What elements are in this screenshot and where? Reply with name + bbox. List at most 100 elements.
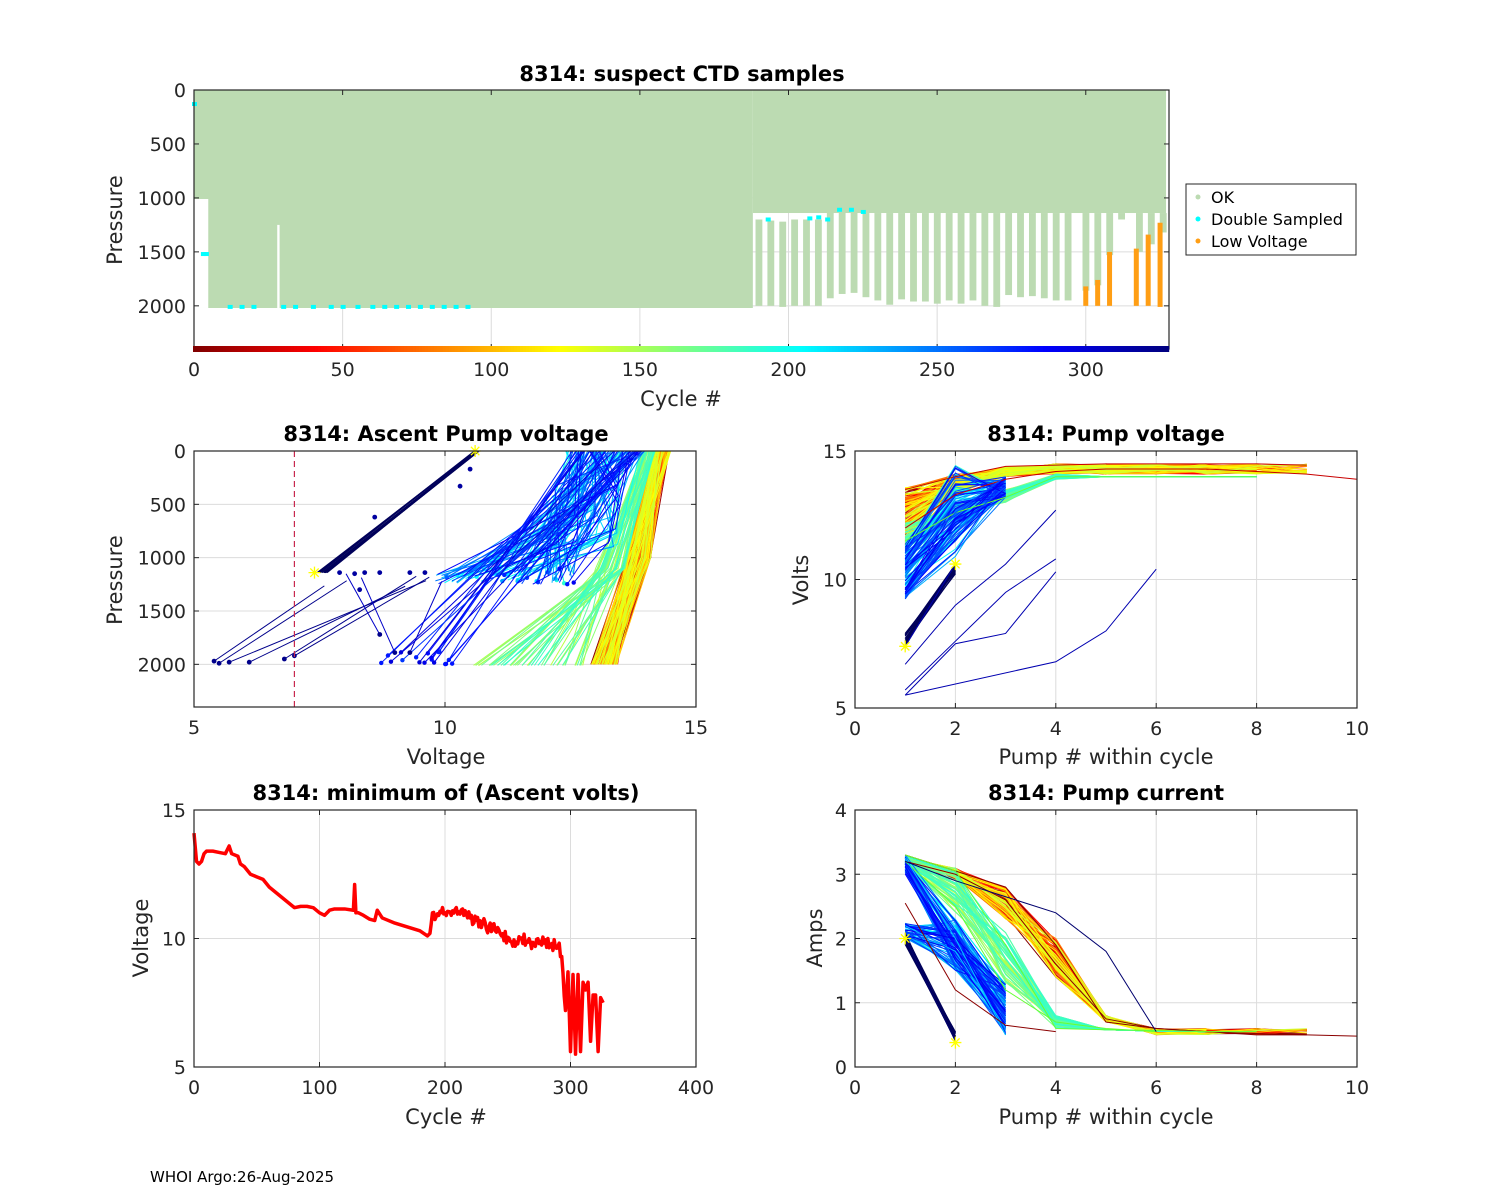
cycle-color-key-cell [1016, 346, 1021, 352]
cycle-color-key-cell [430, 346, 435, 352]
cycle-color-key-cell [436, 346, 441, 352]
cycle-color-key-cell [1108, 346, 1113, 352]
ascent-profile-line [284, 575, 417, 660]
cycle-color-key-cell [392, 346, 397, 352]
cycle-color-key-cell [838, 346, 843, 352]
cycle-color-key-cell [796, 346, 801, 352]
cycle-color-key-cell [930, 346, 935, 352]
x-tick-label: 10 [433, 717, 457, 739]
cycle-color-key-cell [885, 346, 890, 352]
cycle-color-key-cell [888, 346, 893, 352]
ok-deep-profile [850, 211, 858, 293]
cycle-color-key-cell [463, 346, 468, 352]
cycle-color-key-cell [772, 346, 777, 352]
cycle-color-key-cell [362, 346, 367, 352]
pump-voltage-series [904, 509, 1057, 665]
cycle-color-key-cell [811, 346, 816, 352]
cycle-color-key-cell [350, 346, 355, 352]
ascent-profile-line [325, 451, 476, 574]
cycle-color-key-cell [564, 346, 569, 352]
cycle-color-key-cell [249, 346, 254, 352]
cycle-color-key-cell [766, 346, 771, 352]
cycle-color-key-cell [1132, 346, 1137, 352]
cycle-color-key-cell [912, 346, 917, 352]
suspect-ctd-panel: 8314: suspect CTD samples Cycle # Pressu… [103, 62, 1357, 411]
ascent-profile-line [528, 451, 643, 666]
cycle-color-key-cell [231, 346, 236, 352]
x-tick-label: 0 [849, 1077, 861, 1099]
data-gap [277, 224, 280, 308]
cycle-color-key-cell [1141, 346, 1146, 352]
low-voltage-segment [1133, 248, 1139, 306]
x-tick-label: 2 [949, 1077, 961, 1099]
low-voltage-segment [1157, 222, 1163, 307]
y-tick-label: 0 [174, 80, 186, 102]
ascent-sample-point [246, 659, 252, 665]
low-voltage-segment [1095, 279, 1101, 306]
cycle-color-key-cell [754, 346, 759, 352]
cycle-color-key-cell [832, 346, 837, 352]
cycle-color-key-cell [552, 346, 557, 352]
cycle-color-key-cell [558, 346, 563, 352]
cycle-color-key-cell [407, 346, 412, 352]
ascent-profile-line [345, 573, 381, 635]
cycle-color-key-cell [823, 346, 828, 352]
pump-current-line [904, 873, 1006, 1011]
cycle-color-key-cell [671, 346, 676, 352]
cycle-color-key-cell [466, 346, 471, 352]
cycle-color-key-cell [332, 346, 337, 352]
y-tick-label: 15 [162, 800, 186, 822]
cycle-color-key-cell [924, 346, 929, 352]
pump-voltage-line [904, 493, 1006, 590]
cycle-color-key-cell [974, 346, 979, 352]
pump-current-xlabel: Pump # within cycle [999, 1105, 1214, 1129]
cycle-color-key-cell [1072, 346, 1078, 352]
double-sampled-point [417, 304, 423, 309]
ascent-profile-line [433, 451, 595, 663]
cycle-color-key-cell [421, 346, 427, 352]
pump-current-line [904, 872, 1006, 994]
y-tick-label: 15 [823, 441, 847, 463]
cycle-color-key-cell [945, 346, 950, 352]
cycle-color-key-cell [858, 346, 864, 352]
cycle-color-key-cell [936, 346, 941, 352]
ascent-sample-point [457, 483, 463, 489]
ascent-sample-point [565, 582, 570, 587]
cycle-color-key-cell [243, 346, 248, 352]
cycle-color-key-cell [632, 346, 638, 352]
cycle-color-key-cell [1144, 346, 1149, 352]
cycle-color-key-cell [876, 346, 881, 352]
pump-voltage-line [904, 496, 1006, 582]
cycle-color-key-cell [802, 346, 807, 352]
cycle-color-key-cell [1081, 346, 1086, 352]
ok-deep-profile [1136, 213, 1143, 252]
ok-deep-profile [981, 213, 989, 306]
cycle-color-key-cell [276, 346, 281, 352]
ascent-profile-line [424, 451, 631, 664]
x-tick-label: 50 [331, 359, 355, 381]
ascent-profile-line [513, 451, 648, 666]
pump-voltage-series [904, 558, 1057, 691]
double-sampled-point [251, 304, 257, 309]
ascent-sample-point [377, 632, 383, 637]
cycle-color-key-cell [246, 346, 251, 352]
cycle-color-key-cell [1049, 346, 1054, 352]
ascent-profile-line [543, 451, 654, 666]
cycle-color-key-cell [1090, 346, 1095, 352]
cycle-color-key-cell [1004, 346, 1009, 352]
pump-current-series [905, 860, 1157, 1032]
cycle-color-key-cell [454, 346, 459, 352]
pump-voltage-line [904, 564, 956, 636]
cycle-color-key-cell [228, 346, 233, 352]
cycle-color-key-cell [927, 346, 932, 352]
ascent-sample-point [413, 655, 419, 660]
cycle-color-key-cell [918, 346, 923, 352]
pump-current-ylabel: Amps [803, 908, 827, 967]
ascent-profile-line [601, 451, 659, 665]
ascent-profile-line [497, 451, 655, 666]
double-sampled-point [328, 304, 334, 309]
ok-deep-profile [910, 213, 917, 302]
pump-current-line [904, 923, 1006, 989]
double-sampled-point [807, 216, 813, 221]
cycle-color-key-cell [511, 346, 516, 352]
